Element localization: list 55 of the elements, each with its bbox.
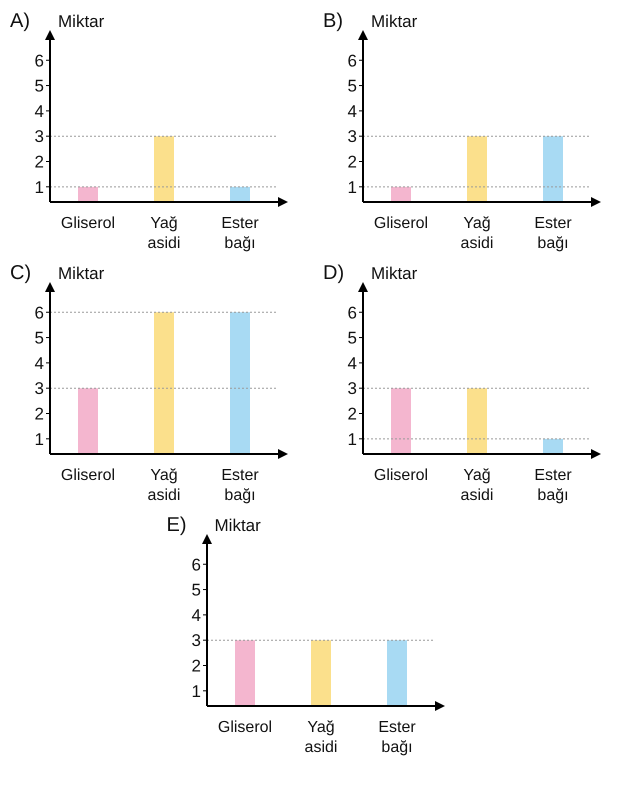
x-tick-label: Gliserol (60, 467, 116, 484)
chart-title: A) (10, 10, 30, 33)
y-tick-label: 1 (348, 178, 357, 197)
y-tick-label: 3 (348, 127, 357, 146)
y-tick-label: 1 (348, 430, 357, 449)
y-tick-label: 6 (34, 303, 44, 322)
x-tick-label: Gliserol (374, 467, 428, 484)
x-tick-label: Yağ asidi (460, 215, 494, 252)
y-tick-label: 4 (348, 354, 357, 373)
x-tick-label: Yağ asidi (304, 719, 337, 756)
y-tick-label: 6 (348, 51, 357, 70)
x-tick-label: Gliserol (60, 215, 116, 232)
y-tick-label: 5 (348, 76, 357, 96)
y-tick-label: 6 (191, 555, 200, 574)
chart-title: B) (323, 10, 343, 33)
y-axis-title: Miktar (58, 12, 104, 32)
y-tick-label: 6 (348, 303, 357, 322)
y-tick-label: 5 (348, 328, 357, 348)
x-tick-label: Gliserol (374, 215, 428, 232)
x-tick-label: Ester bağı (378, 719, 416, 756)
y-axis-title: Miktar (214, 516, 261, 536)
y-tick-label: 1 (34, 178, 44, 197)
y-tick-label: 6 (34, 51, 44, 70)
chart-title: E) (166, 514, 186, 537)
x-tick-label: Yağ asidi (148, 467, 180, 504)
x-tick-label: Ester bağı (534, 215, 572, 252)
y-tick-label: 3 (348, 379, 357, 398)
x-tick-label: Gliserol (217, 719, 272, 736)
y-tick-label: 3 (34, 379, 44, 398)
y-tick-label: 2 (34, 404, 44, 424)
y-tick-label: 2 (191, 656, 200, 676)
y-tick-label: 4 (34, 102, 44, 121)
y-tick-label: 5 (191, 580, 200, 600)
x-tick-label: Yağ asidi (148, 215, 180, 252)
y-tick-label: 4 (348, 102, 357, 121)
x-tick-label: Ester bağı (221, 215, 260, 252)
y-axis-title: Miktar (371, 12, 418, 32)
chart-title: D) (323, 262, 344, 285)
y-tick-label: 4 (34, 354, 44, 373)
y-tick-label: 1 (191, 682, 200, 701)
x-tick-label: Ester bağı (221, 467, 260, 504)
y-tick-label: 5 (34, 328, 44, 348)
y-tick-label: 3 (34, 127, 44, 146)
chart-title: C) (10, 262, 32, 285)
y-axis-title: Miktar (58, 264, 104, 284)
x-tick-label: Yağ asidi (460, 467, 494, 504)
y-tick-label: 4 (191, 606, 200, 625)
y-tick-label: 3 (191, 631, 200, 650)
y-tick-label: 2 (348, 152, 357, 172)
y-tick-label: 2 (34, 152, 44, 172)
y-tick-label: 5 (34, 76, 44, 96)
y-tick-label: 2 (348, 404, 357, 424)
y-tick-label: 1 (34, 430, 44, 449)
x-tick-label: Ester bağı (534, 467, 572, 504)
y-axis-title: Miktar (371, 264, 418, 284)
